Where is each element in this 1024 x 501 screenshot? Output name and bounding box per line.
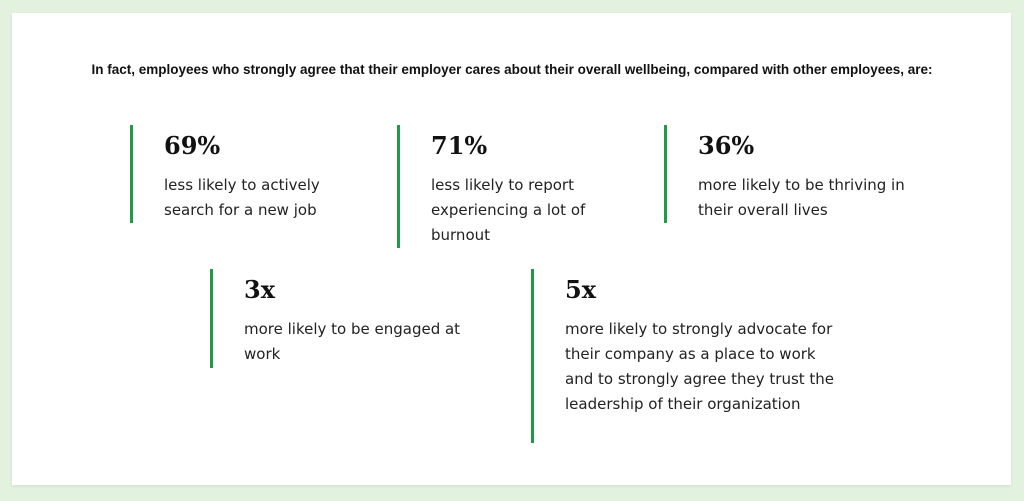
stat-value: 71% <box>431 131 488 160</box>
stat-description: less likely to actively search for a new… <box>164 176 320 219</box>
intro-text: In fact, employees who strongly agree th… <box>91 62 933 77</box>
stat-block-advocate: 5x more likely to strongly advocate for … <box>531 269 834 443</box>
stat-value: 36% <box>698 131 755 160</box>
stat-value: 5x <box>565 275 597 304</box>
stat-block-thriving: 36% more likely to be thriving in their … <box>664 125 905 223</box>
stat-description: more likely to be thriving in their over… <box>698 176 905 219</box>
stats-card: In fact, employees who strongly agree th… <box>12 13 1011 485</box>
stat-block-burnout: 71% less likely to report experiencing a… <box>397 125 585 248</box>
stat-value: 69% <box>164 131 221 160</box>
stat-description: more likely to strongly advocate for the… <box>565 320 835 413</box>
stat-block-engaged: 3x more likely to be engaged at work <box>210 269 460 368</box>
stat-description: less likely to report experiencing a lot… <box>431 176 586 244</box>
stat-description: more likely to be engaged at work <box>244 320 461 363</box>
stat-value: 3x <box>244 275 276 304</box>
stat-block-search-job: 69% less likely to actively search for a… <box>130 125 320 223</box>
